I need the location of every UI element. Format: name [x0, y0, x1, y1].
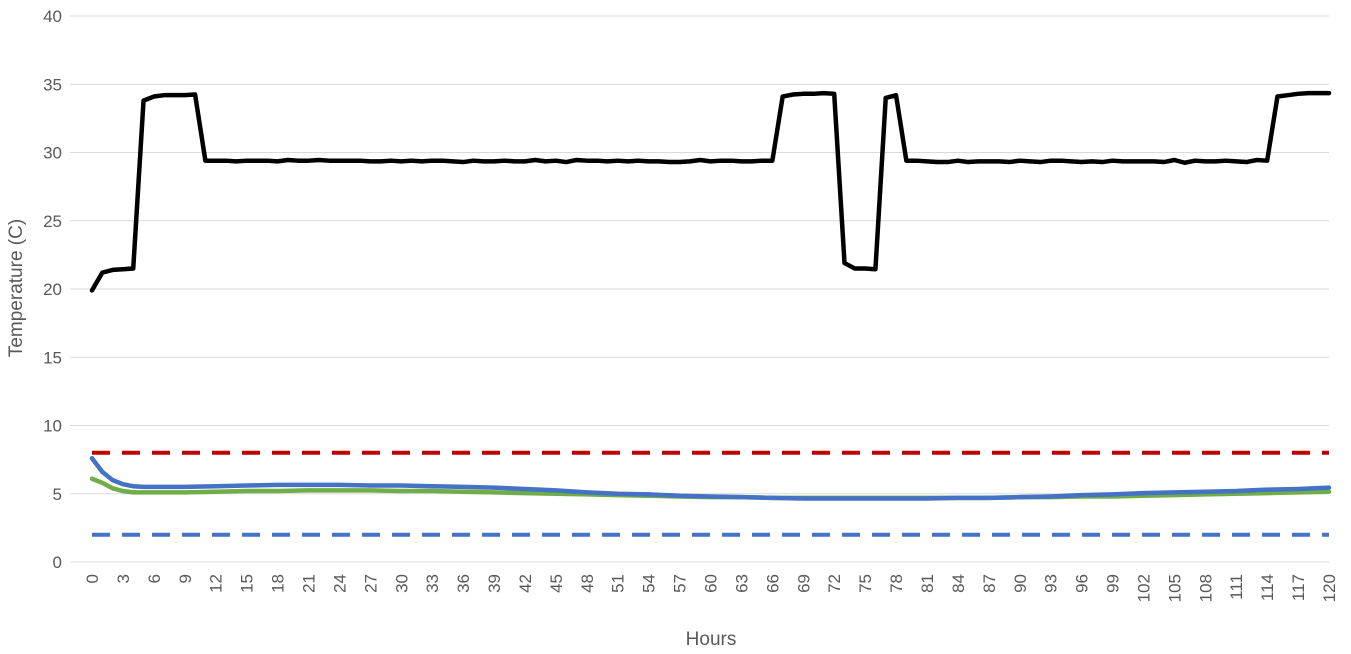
- y-tick-label: 20: [43, 280, 62, 299]
- x-tick-label: 99: [1104, 574, 1123, 593]
- x-tick-label: 33: [423, 574, 442, 593]
- x-tick-label: 114: [1258, 574, 1277, 601]
- x-tick-label: 12: [207, 574, 226, 593]
- x-tick-label: 15: [238, 574, 257, 593]
- y-tick-label: 25: [43, 212, 62, 231]
- x-tick-label: 54: [640, 574, 659, 593]
- x-tick-label: 30: [392, 574, 411, 593]
- series-line-1: [89, 90, 1332, 293]
- x-tick-label: 21: [299, 574, 318, 593]
- x-axis-title: Hours: [686, 629, 737, 650]
- x-tick-label: 0: [83, 574, 102, 583]
- x-tick-label: 96: [1073, 574, 1092, 593]
- x-tick-label: 9: [176, 574, 195, 583]
- y-axis-ticks: 0 5 10 15 20 25 30 35 40: [43, 7, 62, 572]
- plot-series: [89, 90, 1332, 537]
- x-tick-label: 78: [887, 574, 906, 593]
- y-tick-label: 30: [43, 144, 62, 163]
- y-tick-label: 40: [43, 7, 62, 26]
- gridlines: [70, 15, 1329, 563]
- x-tick-label: 102: [1134, 574, 1153, 602]
- y-tick-label: 10: [43, 417, 62, 436]
- x-tick-label: 3: [114, 574, 133, 583]
- x-tick-label: 84: [949, 574, 968, 593]
- x-tick-label: 117: [1289, 574, 1308, 601]
- x-tick-label: 93: [1042, 574, 1061, 593]
- x-tick-label: 39: [485, 574, 504, 593]
- x-tick-label: 75: [856, 574, 875, 593]
- x-tick-label: 45: [547, 574, 566, 593]
- x-tick-label: 81: [918, 574, 937, 593]
- x-tick-label: 108: [1196, 574, 1215, 602]
- y-tick-label: 0: [53, 553, 62, 572]
- x-tick-label: 27: [361, 574, 380, 593]
- x-tick-label: 24: [330, 574, 349, 593]
- x-tick-label: 69: [794, 574, 813, 593]
- y-axis-title: Temperature (C): [6, 219, 27, 357]
- x-tick-label: 48: [578, 574, 597, 593]
- x-tick-label: 42: [516, 574, 535, 593]
- x-tick-label: 87: [980, 574, 999, 593]
- x-tick-label: 57: [671, 574, 690, 593]
- x-tick-label: 66: [763, 574, 782, 593]
- x-tick-label: 72: [825, 574, 844, 593]
- series-line-3: [89, 456, 1332, 501]
- x-tick-label: 6: [145, 574, 164, 583]
- y-tick-label: 35: [43, 75, 62, 94]
- x-tick-label: 18: [269, 574, 288, 593]
- x-tick-label: 63: [732, 574, 751, 593]
- y-tick-label: 5: [53, 485, 62, 504]
- x-tick-label: 111: [1227, 574, 1246, 600]
- x-tick-label: 36: [454, 574, 473, 593]
- y-tick-label: 15: [43, 348, 62, 367]
- x-tick-label: 120: [1320, 574, 1339, 602]
- x-tick-label: 90: [1011, 574, 1030, 593]
- x-axis-ticks: 0 3 6 9 12 15 18 21 24 27 30 33 36 39 42 45 48 51 54 57 60 63…: [83, 574, 1339, 602]
- x-tick-label: 105: [1165, 574, 1184, 602]
- x-tick-label: 51: [609, 574, 628, 593]
- x-tick-label: 60: [702, 574, 721, 593]
